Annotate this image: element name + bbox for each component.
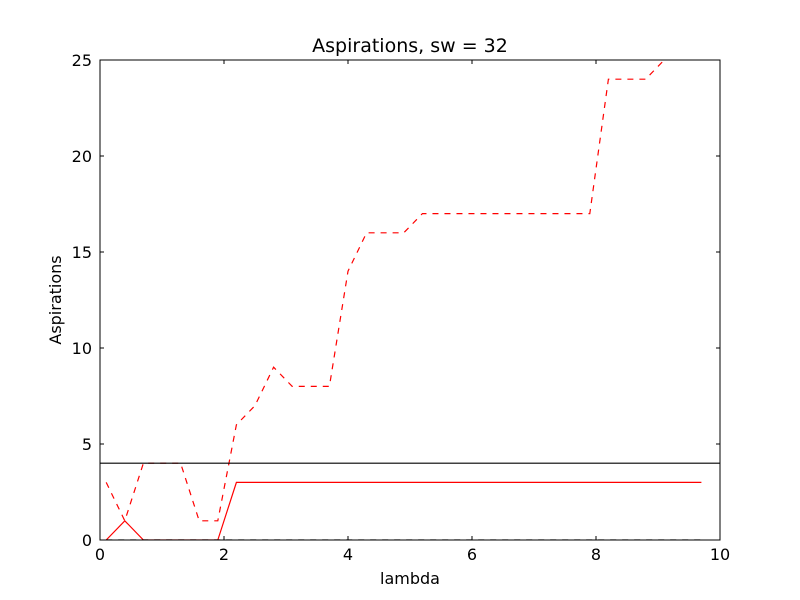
chart-title: Aspirations, sw = 32	[312, 35, 508, 57]
plot-frame	[99, 59, 721, 541]
x-tick-label: 8	[591, 545, 601, 564]
series-line-red-solid	[105, 481, 702, 540]
series-line-red-dashed	[105, 60, 666, 523]
x-tick-label: 2	[219, 545, 229, 564]
series-layer	[105, 60, 702, 540]
x-tick-label: 0	[95, 545, 105, 564]
y-tick-label: 15	[72, 243, 92, 262]
y-tick-label: 20	[72, 147, 92, 166]
axis-ticks: 0 2 4 6 8 10 0 5 10 15 20 25	[72, 51, 731, 564]
y-tick-label: 0	[82, 531, 92, 550]
y-tick-label: 25	[72, 51, 92, 70]
x-tick-label: 4	[343, 545, 353, 564]
x-axis-label: lambda	[380, 569, 440, 588]
x-tick-label: 10	[710, 545, 730, 564]
y-tick-label: 10	[72, 339, 92, 358]
y-axis-label: Aspirations	[46, 255, 65, 344]
y-tick-label: 5	[82, 435, 92, 454]
x-tick-label: 6	[467, 545, 477, 564]
